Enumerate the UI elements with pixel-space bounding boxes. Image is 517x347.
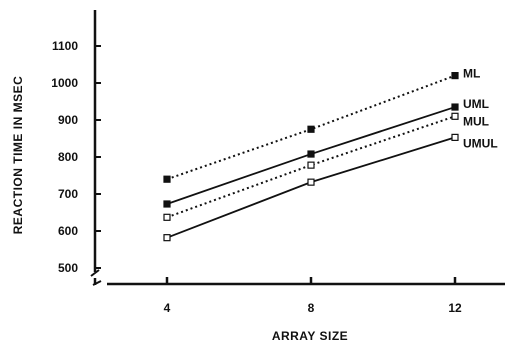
y-tick-label: 700 xyxy=(58,187,78,201)
data-point-mul xyxy=(451,112,459,120)
axes xyxy=(90,10,505,286)
x-tick-label: 12 xyxy=(448,301,462,315)
y-axis-break-mark xyxy=(90,269,100,277)
y-tick-label: 1100 xyxy=(52,39,78,53)
data-point-uml xyxy=(163,200,171,208)
data-point-ml xyxy=(307,125,315,133)
data-point-mul xyxy=(163,213,171,221)
data-point-uml xyxy=(307,150,315,158)
tick-marks xyxy=(95,45,457,284)
x-axis-title: ARRAY SIZE xyxy=(272,329,348,343)
data-point-umul xyxy=(451,133,459,141)
y-tick-label: 900 xyxy=(58,113,78,127)
x-tick-label: 8 xyxy=(308,301,315,315)
data-point-uml xyxy=(451,103,459,111)
y-tick-label: 1000 xyxy=(51,76,78,90)
series-label-uml: UML xyxy=(463,97,489,111)
data-point-ml xyxy=(451,71,459,80)
series-label-ml: ML xyxy=(463,67,480,81)
data-point-umul xyxy=(163,234,171,242)
text-labels: 500 600 700 800 900 1000 1100 4 8 12 ARRAY SIZE REA… xyxy=(11,39,498,343)
y-tick-label: 600 xyxy=(58,224,78,238)
x-tick-label: 4 xyxy=(164,301,171,315)
series-label-umul: UMUL xyxy=(463,136,498,150)
y-tick-label: 800 xyxy=(58,150,78,164)
x-axis-break-mark xyxy=(92,280,102,286)
data-point-umul xyxy=(307,178,315,186)
data-point-mul xyxy=(307,161,315,169)
data-point-ml xyxy=(163,175,171,183)
series-line-ml xyxy=(166,74,456,181)
y-tick-label: 500 xyxy=(58,261,78,275)
y-axis-title: REACTION TIME IN MSEC xyxy=(11,76,25,235)
series-label-mul: MUL xyxy=(463,114,489,128)
series-line-mul xyxy=(166,115,456,219)
series-markers xyxy=(163,71,459,242)
